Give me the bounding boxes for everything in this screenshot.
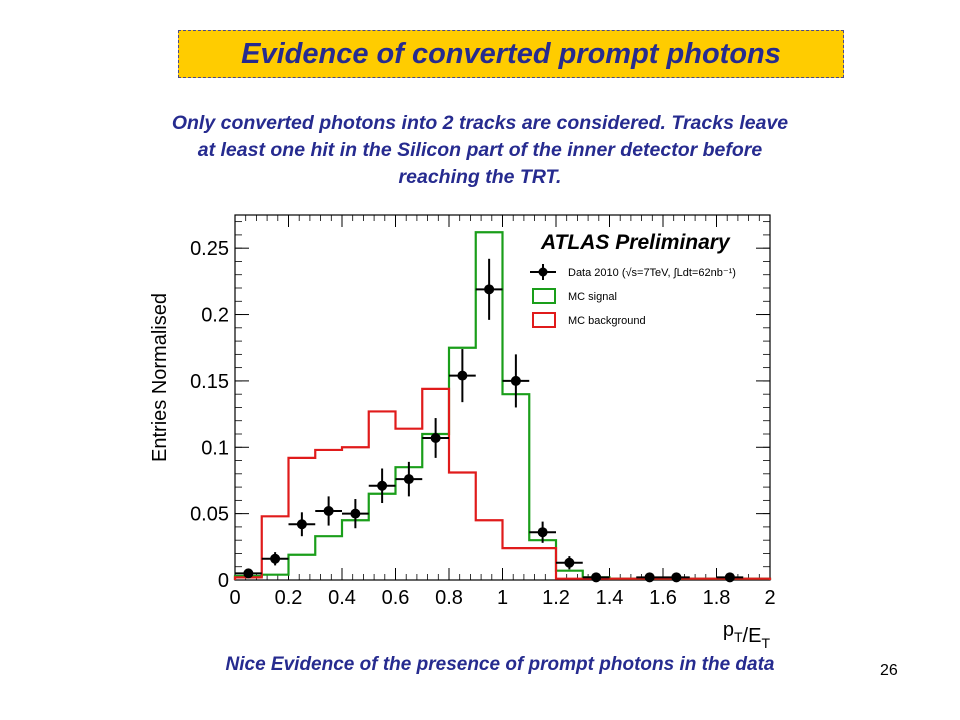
x-tick-label: 0.2 [275, 587, 303, 609]
data-point [350, 508, 361, 519]
data-point [457, 370, 468, 381]
y-tick-label: 0.25 [190, 238, 229, 260]
subtitle-line: Only converted photons into 2 tracks are… [171, 112, 789, 134]
x-axis-label-part: T [734, 629, 743, 645]
slide-title: Evidence of converted prompt photons [241, 37, 781, 70]
x-tick-label: 0 [229, 587, 240, 609]
y-tick-label: 0.05 [190, 504, 229, 526]
x-tick-label: 1.8 [703, 587, 731, 609]
x-tick-label: 1.4 [596, 587, 624, 609]
x-tick-label: 0.6 [382, 587, 410, 609]
subtitle-line: reaching the TRT. [398, 166, 562, 188]
data-point [484, 284, 495, 295]
y-tick-label: 0.1 [201, 437, 229, 459]
legend-label: MC signal [568, 291, 617, 303]
data-point [430, 432, 441, 443]
title-banner: Evidence of converted prompt photons [178, 30, 844, 78]
data-point [403, 474, 414, 485]
data-point [510, 375, 521, 386]
data-point [591, 572, 602, 583]
data-point [296, 519, 307, 530]
y-tick-label: 0.2 [201, 305, 229, 327]
legend-title: ATLAS Preliminary [540, 231, 731, 254]
data-point [644, 572, 655, 583]
legend-swatch [532, 288, 556, 304]
x-tick-label: 0.4 [328, 587, 356, 609]
subtitle-line: at least one hit in the Silicon part of … [197, 139, 763, 161]
data-point [377, 480, 388, 491]
data-point [671, 572, 682, 583]
y-axis-label: Entries Normalised [149, 293, 171, 462]
slide-subtitle: Only converted photons into 2 tracks are… [90, 110, 870, 191]
data-point [537, 527, 548, 538]
y-tick-label: 0 [218, 570, 229, 592]
x-axis-label: pT/ET [723, 619, 771, 651]
x-tick-label: 1.2 [542, 587, 570, 609]
legend-label: MC background [568, 315, 646, 327]
legend-swatch [532, 312, 556, 328]
data-point [724, 572, 735, 583]
x-tick-label: 0.8 [435, 587, 463, 609]
x-axis-label-part: /E [743, 625, 762, 647]
x-axis-label-part: T [761, 635, 770, 651]
x-tick-label: 1 [497, 587, 508, 609]
data-point [243, 568, 254, 579]
x-tick-label: 2 [764, 587, 775, 609]
page-number: 26 [880, 662, 898, 679]
data-point [564, 557, 575, 568]
x-axis-label-part: p [723, 619, 734, 641]
legend-marker-dot [538, 267, 548, 277]
x-tick-label: 1.6 [649, 587, 677, 609]
legend-label: Data 2010 (√s=7TeV, ∫Ldt=62nb⁻¹) [568, 267, 736, 279]
data-point [323, 505, 334, 516]
slide-footer: Nice Evidence of the presence of prompt … [225, 654, 775, 675]
data-point [270, 553, 281, 564]
y-tick-label: 0.15 [190, 371, 229, 393]
